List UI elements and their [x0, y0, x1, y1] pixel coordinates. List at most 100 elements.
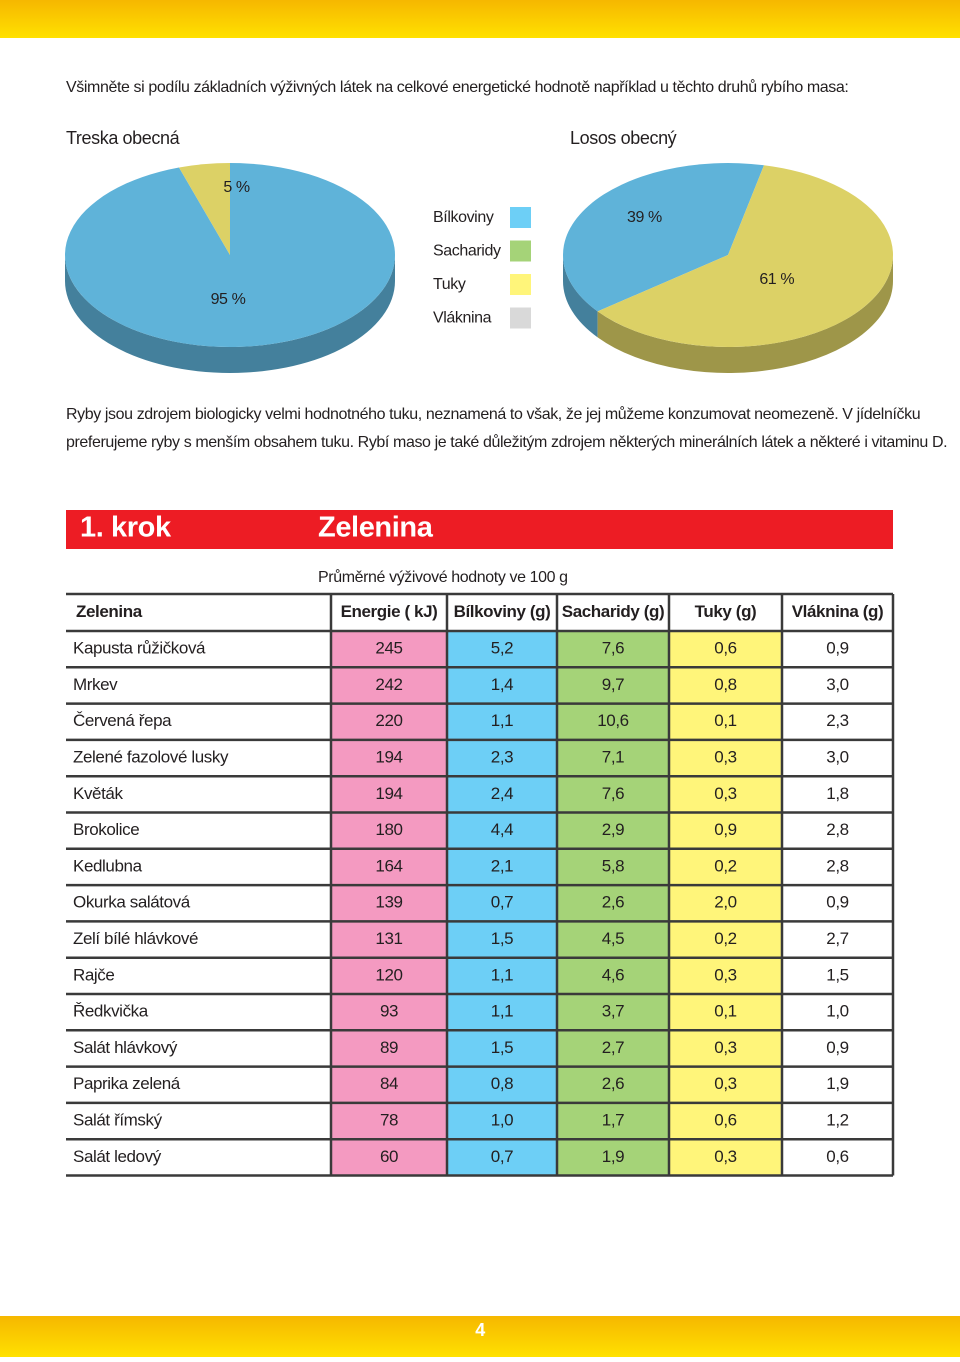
- cell-bg: [669, 812, 782, 849]
- table-cell: 3,0: [826, 675, 848, 694]
- legend-label: Vláknina: [433, 310, 492, 327]
- table-cell: 0,6: [714, 639, 736, 658]
- cell-bg: [557, 1066, 669, 1103]
- table-cell: 1,8: [826, 784, 848, 803]
- table-cell: 2,1: [491, 856, 513, 875]
- table-cell: 93: [380, 1002, 398, 1021]
- cell-bg: [447, 1030, 557, 1067]
- table-cell: 3,7: [602, 1002, 624, 1021]
- table-cell: 60: [380, 1147, 398, 1166]
- table-cell: Paprika zelená: [73, 1074, 181, 1093]
- table-cell: 0,7: [491, 1147, 513, 1166]
- table-cell: 0,6: [714, 1111, 736, 1130]
- table-cell: 1,5: [491, 1038, 513, 1057]
- table-cell: 2,6: [602, 1074, 624, 1093]
- table-cell: 0,3: [714, 784, 736, 803]
- legend-swatch: [510, 240, 531, 262]
- cell-bg: [669, 631, 782, 668]
- table-cell: 5,8: [602, 856, 624, 875]
- pie-label: 95 %: [211, 291, 246, 308]
- cell-bg: [447, 776, 557, 813]
- table-cell: 1,9: [826, 1074, 848, 1093]
- legend-swatch: [510, 207, 531, 228]
- table-cell: 2,3: [826, 711, 848, 730]
- cell-bg: [331, 739, 447, 777]
- cell-bg: [331, 631, 447, 668]
- table-header: Zelenina: [76, 602, 143, 621]
- table-cell: 1,0: [826, 1002, 848, 1021]
- table-cell: 220: [375, 711, 402, 730]
- cell-bg: [557, 1030, 669, 1067]
- table-cell: 4,5: [602, 929, 624, 948]
- table-cell: 9,7: [602, 675, 624, 694]
- cell-bg: [669, 1030, 782, 1067]
- cell-bg: [557, 848, 669, 886]
- table-caption: Průměrné výživové hodnoty ve 100 g: [318, 568, 568, 586]
- table-cell: 0,3: [714, 748, 736, 767]
- cell-bg: [447, 921, 557, 958]
- table-cell: 2,4: [491, 784, 513, 803]
- table-cell: 2,7: [826, 929, 848, 948]
- cell-bg: [447, 994, 557, 1031]
- cell-bg: [331, 957, 447, 994]
- pie-side: [597, 255, 893, 373]
- top-band: [0, 0, 960, 38]
- table-cell: 1,4: [491, 675, 513, 694]
- section-step: 1. krok: [80, 512, 172, 544]
- cell-bg: [557, 703, 669, 740]
- table-cell: 2,8: [826, 856, 848, 875]
- table-cell: 10,6: [597, 711, 629, 730]
- cell-bg: [557, 1139, 669, 1176]
- table-cell: Zelené fazolové lusky: [73, 748, 229, 767]
- intro: Všimněte si podílu základních výživných …: [66, 78, 848, 96]
- cell-bg: [447, 1066, 557, 1103]
- table-cell: 0,7: [491, 893, 513, 912]
- table-cell: 0,8: [714, 675, 736, 694]
- table-cell: 194: [375, 748, 402, 767]
- cell-bg: [331, 1066, 447, 1103]
- table-cell: 1,1: [491, 1002, 513, 1021]
- table-cell: 78: [380, 1111, 398, 1130]
- table-cell: 3,0: [826, 748, 848, 767]
- table-cell: 1,1: [491, 965, 513, 984]
- cell-bg: [557, 994, 669, 1031]
- table-cell: Ředkvička: [73, 1002, 149, 1021]
- cell-bg: [557, 776, 669, 813]
- table-cell: 245: [375, 639, 402, 658]
- table-cell: 2,9: [602, 820, 624, 839]
- table-cell: 4,6: [602, 965, 624, 984]
- table-header: Bílkoviny (g): [454, 602, 551, 621]
- cell-bg: [447, 812, 557, 849]
- table-cell: 0,6: [826, 1147, 848, 1166]
- cell-bg: [447, 848, 557, 886]
- cell-bg: [669, 957, 782, 994]
- table-cell: 0,9: [826, 639, 848, 658]
- table-cell: 0,2: [714, 929, 736, 948]
- cell-bg: [331, 848, 447, 886]
- pie-slice: [179, 163, 230, 255]
- cell-bg: [331, 1030, 447, 1067]
- table-cell: 0,1: [714, 1002, 736, 1021]
- table-cell: Červená řepa: [73, 711, 172, 730]
- cell-bg: [447, 667, 557, 704]
- table-cell: 7,6: [602, 784, 624, 803]
- table-cell: 2,6: [602, 893, 624, 912]
- table-cell: 1,7: [602, 1111, 624, 1130]
- table-cell: Okurka salátová: [73, 893, 191, 912]
- cell-bg: [669, 921, 782, 958]
- cell-bg: [447, 1139, 557, 1176]
- table-cell: 0,3: [714, 965, 736, 984]
- pie-label: 39 %: [627, 209, 662, 226]
- cell-bg: [331, 703, 447, 740]
- cell-bg: [331, 812, 447, 849]
- pie-slice: [597, 165, 894, 347]
- cell-bg: [669, 994, 782, 1031]
- cell-bg: [669, 776, 782, 813]
- cell-bg: [557, 812, 669, 849]
- table-header: Energie ( kJ): [341, 602, 438, 621]
- table-cell: Salát ledový: [73, 1147, 162, 1166]
- table-cell: 0,3: [714, 1074, 736, 1093]
- table-cell: 89: [380, 1038, 398, 1057]
- cell-bg: [669, 667, 782, 704]
